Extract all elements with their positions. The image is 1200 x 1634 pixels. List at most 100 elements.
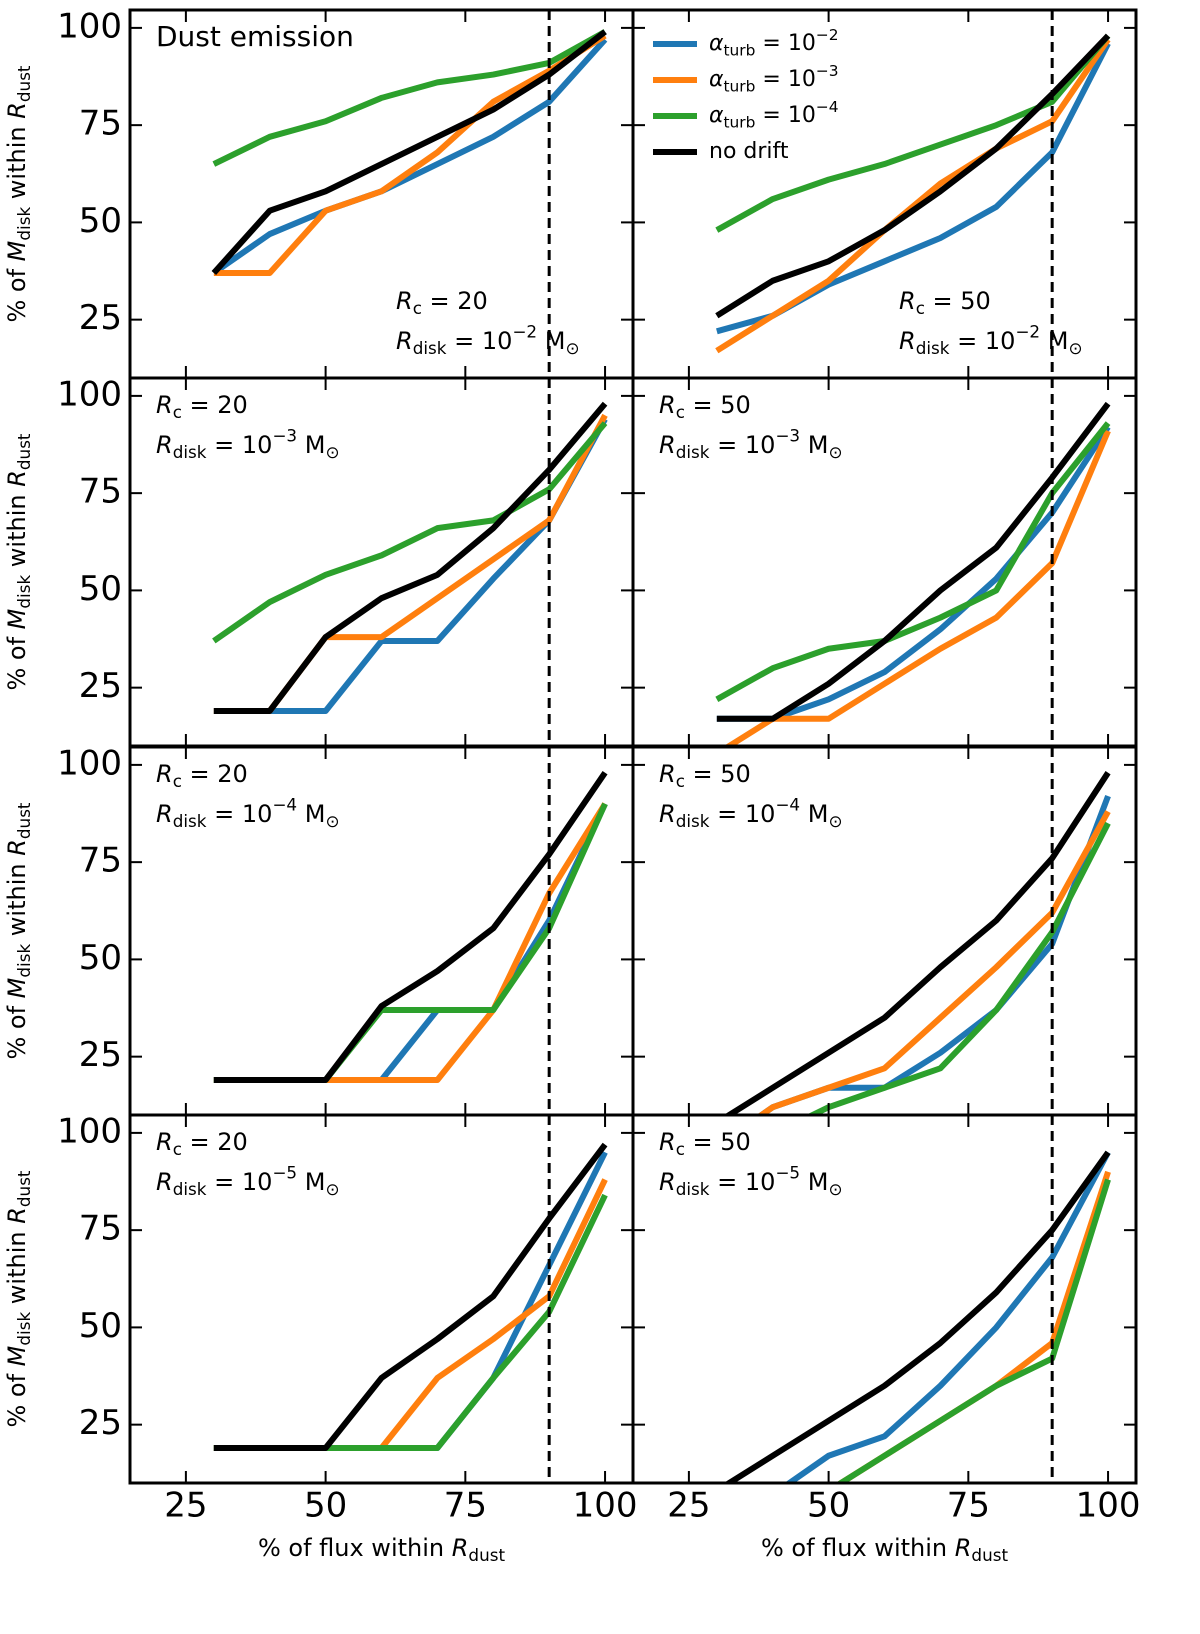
text-part: R bbox=[659, 391, 676, 419]
frame bbox=[631, 1113, 1138, 1485]
y-tick-label: 50 bbox=[79, 1306, 122, 1346]
text-part: = 20 bbox=[182, 391, 248, 419]
text-part: R bbox=[396, 287, 413, 315]
annotation: Rdisk = 10−4 M⊙ bbox=[659, 794, 843, 831]
y-tick-label: 25 bbox=[79, 1403, 122, 1443]
x-axis-label: % of flux within Rdust bbox=[761, 1534, 1008, 1565]
text-part: within bbox=[3, 487, 31, 575]
data-line bbox=[213, 802, 608, 1083]
text-part: −4 bbox=[775, 794, 800, 814]
text-part: −5 bbox=[775, 1162, 800, 1182]
text-part: disk bbox=[916, 338, 950, 358]
text-part: ⊙ bbox=[325, 442, 339, 462]
text-part: = 10 bbox=[949, 327, 1015, 355]
text-part: within bbox=[3, 1224, 31, 1312]
text-part: = 10 bbox=[709, 431, 775, 459]
legend-label: αturb = 10−3 bbox=[709, 62, 839, 95]
text-part: Dust emission bbox=[156, 20, 354, 53]
text-part: c bbox=[173, 1139, 182, 1159]
annotation: Rdisk = 10−2 M⊙ bbox=[396, 321, 580, 358]
legend-label: αturb = 10−2 bbox=[709, 26, 839, 59]
text-part: disk bbox=[173, 811, 207, 831]
annotation: Rdisk = 10−3 M⊙ bbox=[156, 425, 340, 462]
text-part: % of bbox=[3, 998, 31, 1059]
text-part: = 50 bbox=[925, 287, 991, 315]
text-part: R bbox=[156, 431, 173, 459]
text-part: = 50 bbox=[685, 391, 751, 419]
text-part: −5 bbox=[272, 1162, 297, 1182]
text-part: dust bbox=[14, 433, 34, 470]
annotation: Rc = 20 bbox=[156, 760, 248, 791]
y-tick-label: 25 bbox=[79, 1035, 122, 1075]
text-part: M bbox=[800, 800, 828, 828]
annotation: Rc = 50 bbox=[899, 287, 991, 318]
data-line bbox=[723, 1150, 1111, 1483]
data-line bbox=[211, 29, 607, 275]
text-part: M bbox=[297, 1168, 325, 1196]
text-part: M bbox=[800, 431, 828, 459]
text-part: α bbox=[709, 67, 724, 92]
annotation: Rc = 50 bbox=[659, 760, 751, 791]
text-part: M bbox=[1040, 327, 1068, 355]
data-line bbox=[213, 33, 607, 276]
text-part: = 10 bbox=[206, 431, 272, 459]
data-line bbox=[212, 29, 607, 167]
text-part: −4 bbox=[816, 98, 839, 116]
text-part: −3 bbox=[775, 425, 800, 445]
text-part: = 10 bbox=[206, 1168, 272, 1196]
frame bbox=[128, 376, 635, 748]
y-tick-label: 25 bbox=[79, 298, 122, 338]
text-part: R bbox=[659, 800, 676, 828]
text-part: ⊙ bbox=[325, 811, 339, 831]
text-part: c bbox=[676, 771, 685, 791]
frame bbox=[631, 376, 1138, 748]
text-part: −2 bbox=[512, 321, 537, 341]
y-tick-label: 100 bbox=[57, 743, 122, 783]
text-part: M bbox=[3, 608, 31, 629]
text-part: R bbox=[659, 1168, 676, 1196]
text-part: dust bbox=[14, 65, 34, 102]
data-line bbox=[784, 1150, 1111, 1483]
text-part: c bbox=[676, 1139, 685, 1159]
data-line bbox=[213, 413, 608, 714]
text-part: disk bbox=[14, 575, 34, 609]
data-line bbox=[756, 810, 1111, 1115]
text-part: ⊙ bbox=[325, 1179, 339, 1199]
text-part: ⊙ bbox=[828, 442, 842, 462]
data-line bbox=[835, 1178, 1111, 1483]
y-axis-label: % of Mdisk within Rdust bbox=[3, 433, 34, 690]
data-line bbox=[213, 802, 608, 1083]
frame bbox=[631, 745, 1138, 1117]
text-part: dust bbox=[14, 1170, 34, 1207]
data-line bbox=[715, 421, 1111, 702]
data-line bbox=[715, 37, 1111, 354]
data-line bbox=[715, 33, 1111, 319]
text-part: c bbox=[676, 402, 685, 422]
text-part: = 10 bbox=[709, 1168, 775, 1196]
text-part: turb bbox=[724, 113, 756, 131]
text-part: M bbox=[537, 327, 565, 355]
text-part: = 10 bbox=[446, 327, 512, 355]
text-part: dust bbox=[14, 802, 34, 839]
text-part: α bbox=[709, 31, 724, 56]
text-part: R bbox=[156, 1168, 173, 1196]
panel bbox=[715, 33, 1111, 354]
text-part: −2 bbox=[1015, 321, 1040, 341]
text-part: M bbox=[297, 431, 325, 459]
text-part: % of flux within bbox=[258, 1534, 452, 1562]
y-axis-label: % of Mdisk within Rdust bbox=[3, 1170, 34, 1427]
text-part: = 10 bbox=[755, 31, 815, 56]
panel bbox=[211, 29, 608, 276]
panel bbox=[723, 771, 1111, 1115]
text-part: ⊙ bbox=[828, 1179, 842, 1199]
y-tick-label: 100 bbox=[57, 6, 122, 46]
text-part: disk bbox=[14, 944, 34, 978]
text-part: M bbox=[3, 240, 31, 261]
text-part: no drift bbox=[709, 139, 789, 164]
x-tick-label: 100 bbox=[573, 1486, 638, 1526]
x-tick-label: 50 bbox=[304, 1486, 347, 1526]
y-tick-label: 75 bbox=[79, 104, 122, 144]
panel bbox=[213, 770, 608, 1083]
text-part: −3 bbox=[816, 62, 839, 80]
